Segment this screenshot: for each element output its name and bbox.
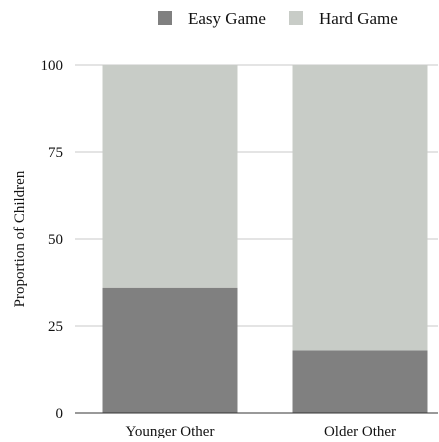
axes: 0 25 50 75 100 Younger Other Older Other Propor…: [12, 58, 438, 440]
y-tick-label-25: 25: [48, 319, 63, 335]
legend-swatch-0: [158, 11, 172, 25]
bars: [102, 65, 428, 413]
bar-easy-game-0: [102, 287, 238, 413]
x-tick-label-1: Older Other: [324, 424, 396, 438]
bar-easy-game-1: [292, 350, 428, 413]
y-tick-label-0: 0: [56, 406, 64, 422]
legend-label-0: Easy Game: [188, 9, 266, 28]
legend-swatch-1: [289, 11, 303, 25]
legend: Easy Game Hard Game: [158, 9, 398, 28]
y-axis-title: Proportion of Children: [12, 170, 28, 307]
legend-label-1: Hard Game: [319, 9, 398, 28]
y-tick-label-100: 100: [41, 58, 64, 74]
y-tick-label-75: 75: [48, 145, 63, 161]
bar-hard-game-0: [102, 65, 238, 288]
bar-hard-game-1: [292, 65, 428, 351]
y-tick-label-50: 50: [48, 232, 63, 248]
x-tick-label-0: Younger Other: [126, 424, 215, 438]
